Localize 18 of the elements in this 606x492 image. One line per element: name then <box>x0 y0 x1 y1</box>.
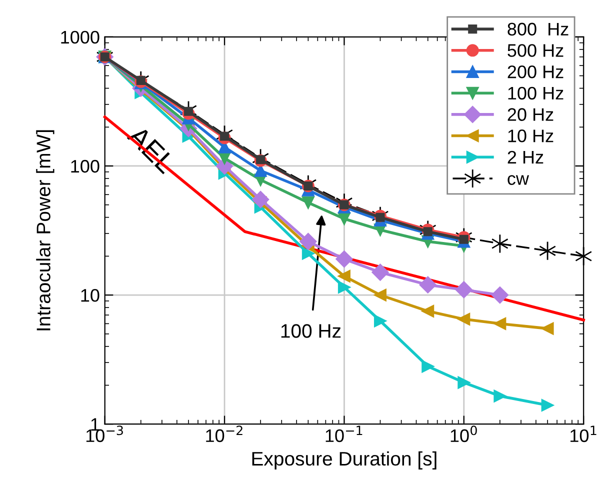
legend-label: 10 Hz <box>508 130 554 142</box>
legend-label: cw <box>508 175 530 185</box>
legend-label: 200 Hz <box>508 65 564 78</box>
x-tick-label: 10$^{0}$ <box>450 426 477 442</box>
x-tick-label: 10$^{−1}$ <box>326 426 362 442</box>
y-axis-title: Intraocular Power [mW] <box>36 130 54 330</box>
x-tick-label: 10$^{−2}$ <box>206 426 242 442</box>
x-tick-label: 10$^{1}$ <box>570 426 596 442</box>
y-tick-label: 10 <box>81 288 100 302</box>
y-tick-label: 1000 <box>61 30 100 44</box>
legend-label: 500 Hz <box>508 44 564 57</box>
annotation: 100 Hz <box>281 324 341 338</box>
legend-label: 2 Hz <box>508 150 544 164</box>
legend-label: 20 Hz <box>508 108 554 121</box>
x-axis-title: Exposure Duration [s] <box>252 451 436 470</box>
y-tick-label: 100 <box>71 160 100 173</box>
legend-label: 800 Hz <box>508 22 568 36</box>
legend-label: 100 Hz <box>508 86 564 100</box>
